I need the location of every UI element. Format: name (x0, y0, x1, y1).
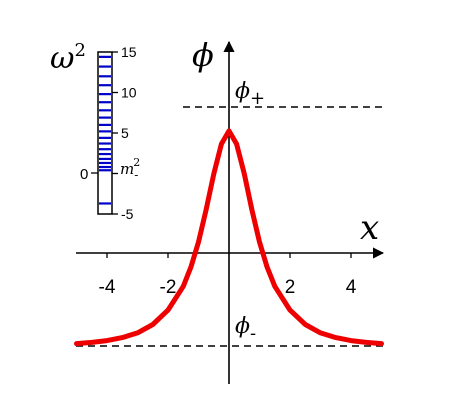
omega-squared-label: ω2 (50, 40, 86, 76)
x-tick-label: -4 (99, 277, 116, 298)
asymptote-plus-label: ϕ+ (235, 79, 265, 109)
spectrum-tick-label: 10 (121, 85, 137, 101)
x-tick-label: 2 (285, 277, 296, 298)
spectrum-zero-left-label: 0 (80, 166, 88, 183)
x-ticks: -4 -2 2 4 (99, 253, 357, 298)
spectrum-tick-label: 5 (121, 125, 129, 141)
spectrum-levels (99, 55, 111, 205)
soliton-curve (74, 128, 384, 347)
x-tick-label: -2 (160, 277, 177, 298)
spectrum-tick-label: -5 (121, 206, 134, 222)
x-tick-label: 4 (346, 277, 357, 298)
y-axis-label: ϕ (192, 36, 214, 74)
spectrum-ticks: -5 5 10 15 (112, 44, 137, 222)
threshold-mass-label: m2- (120, 156, 140, 182)
x-axis-label: x (360, 208, 379, 248)
spectrum-inset: ω2 -5 5 10 15 0 m2- (50, 40, 140, 222)
profile-plot: -4 -2 2 4 x ϕ ϕ+ ϕ- (74, 36, 385, 384)
spectrum-tick-label: 15 (121, 44, 137, 60)
asymptote-minus-label: ϕ- (235, 314, 256, 344)
